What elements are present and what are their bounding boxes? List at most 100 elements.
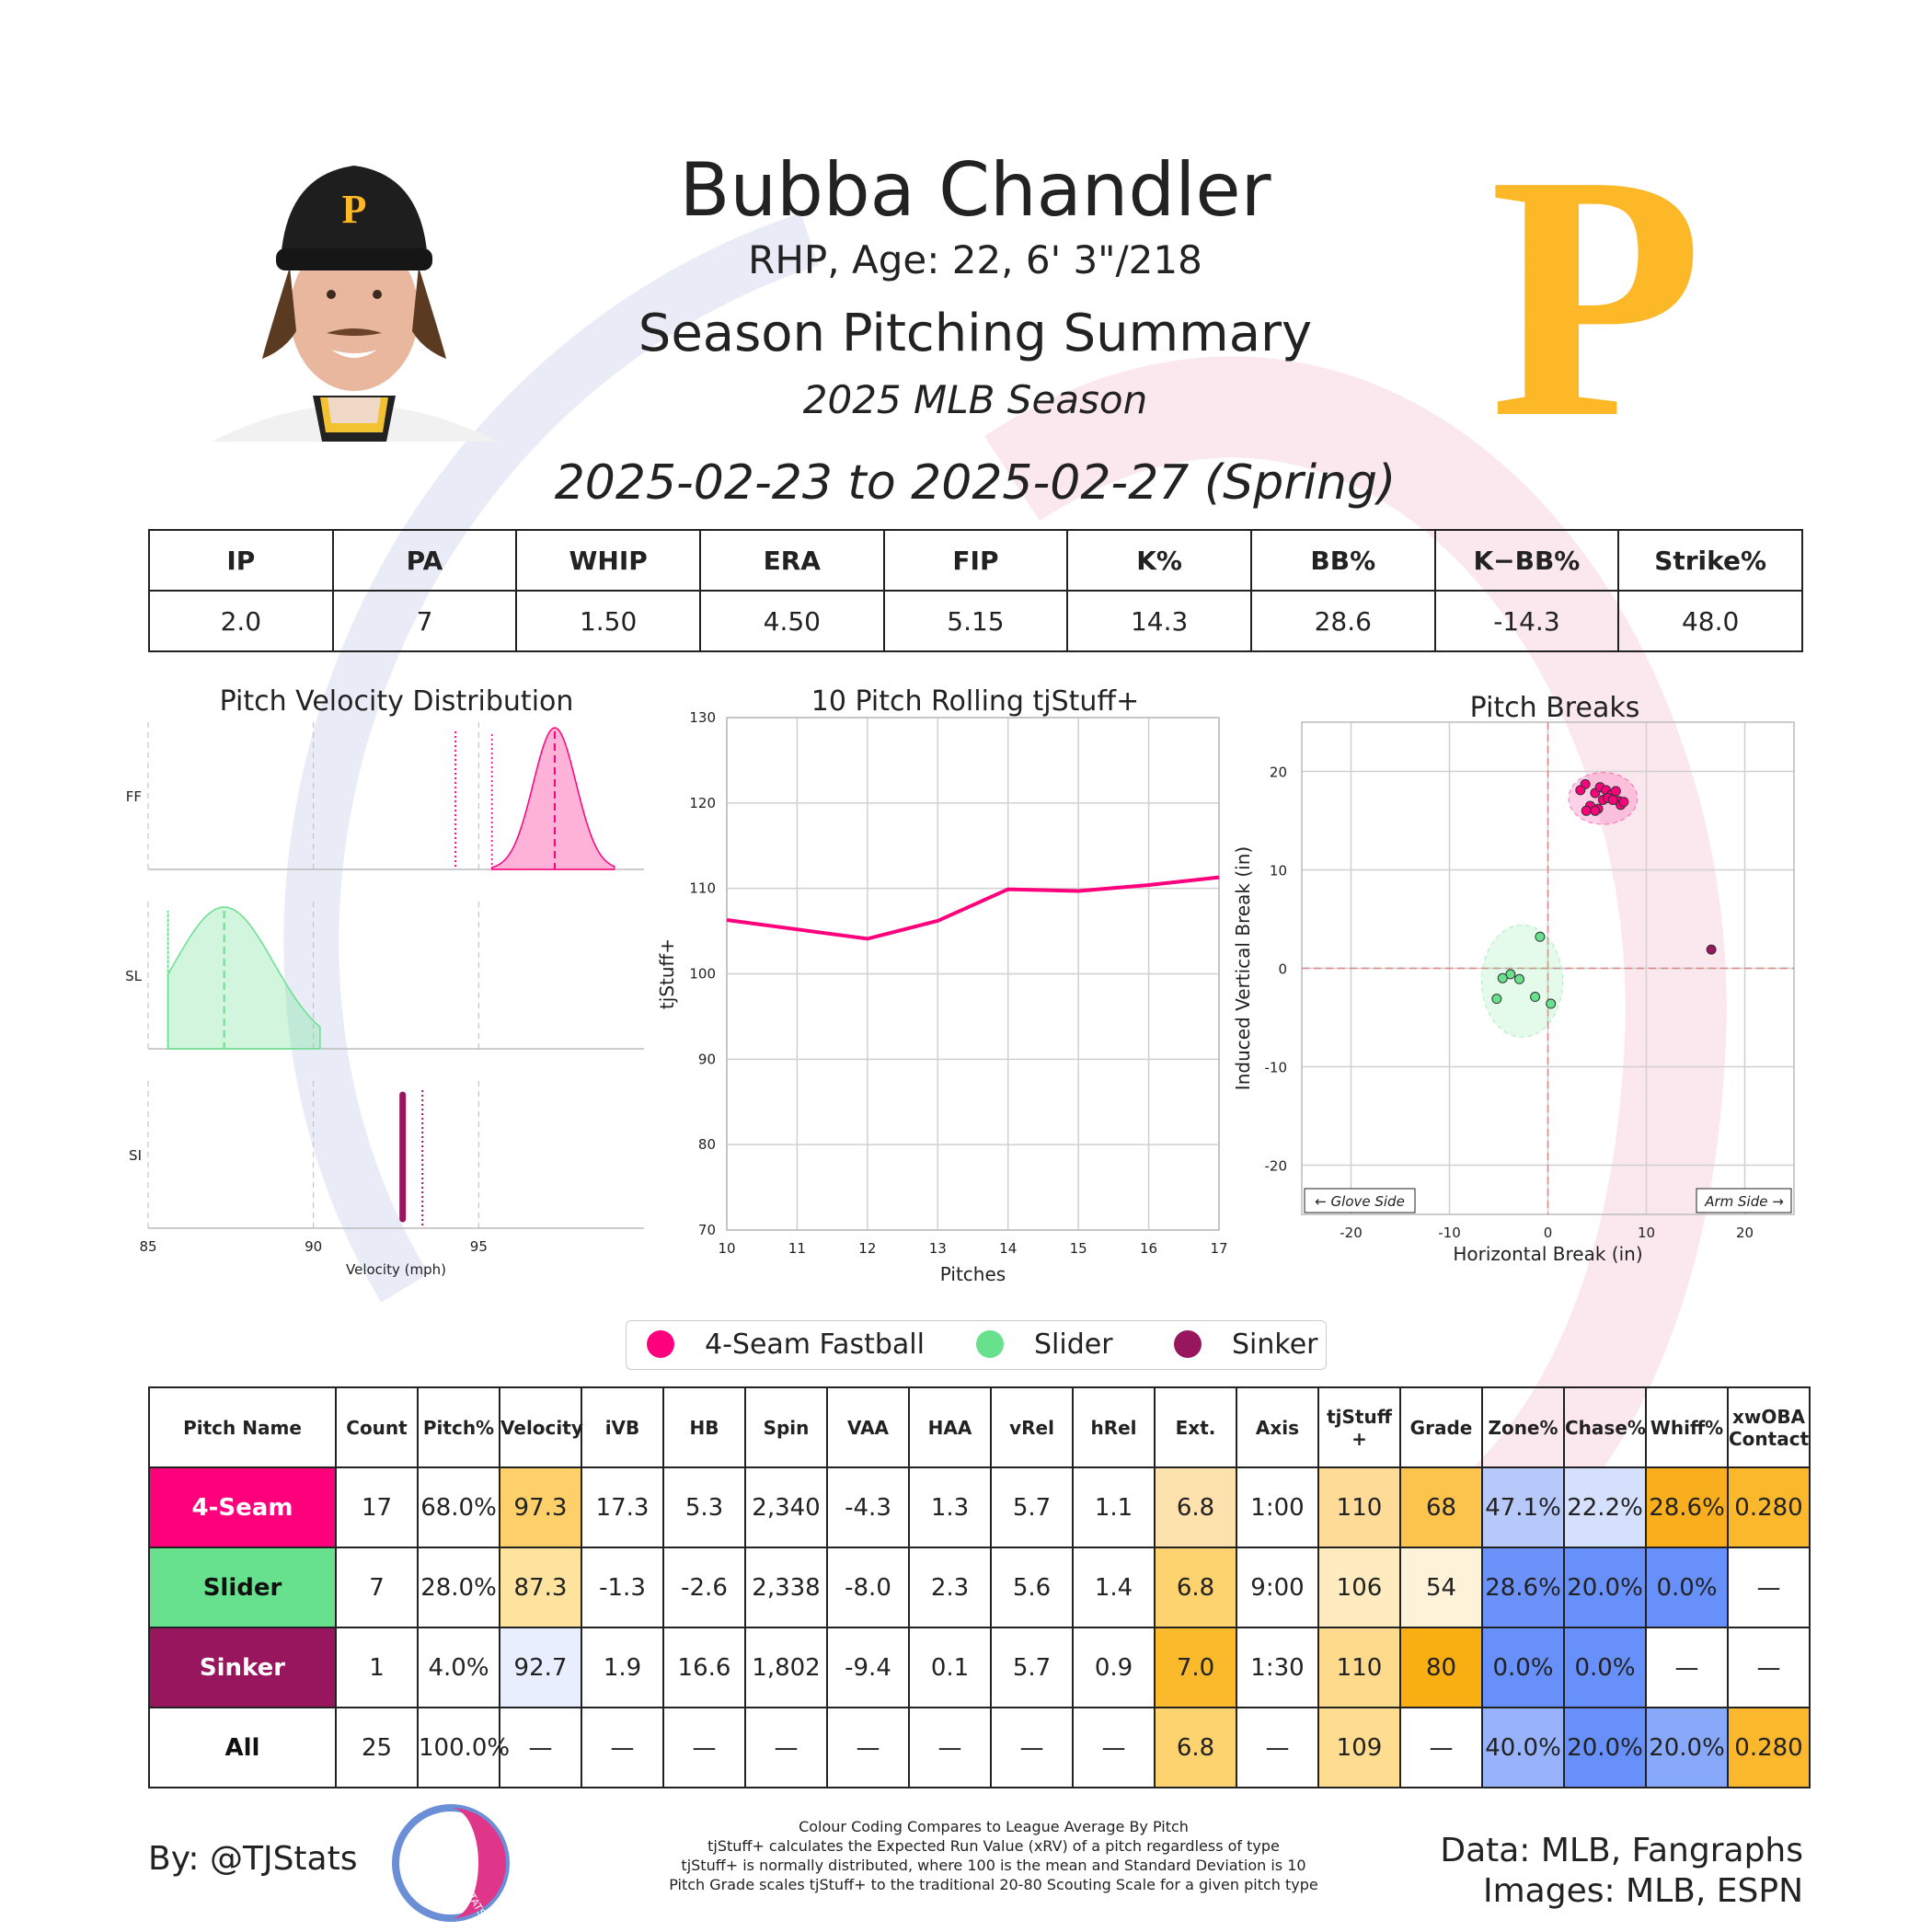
breaks-point-sl — [1530, 992, 1541, 1003]
pitch-table-header: Pitch% — [417, 1386, 500, 1468]
rolling-x-tick: 15 — [1070, 1240, 1087, 1257]
arm-side-box — [1696, 1188, 1792, 1213]
pitch-table-cell: -9.4 — [826, 1627, 910, 1708]
pitch-table-cell: 7.0 — [1154, 1627, 1237, 1708]
rolling-x-tick: 16 — [1140, 1240, 1157, 1257]
pitch-table-cell: 16.6 — [662, 1627, 746, 1708]
pitch-table-cell: 0.0% — [1563, 1627, 1647, 1708]
stat-value: 48.0 — [1617, 590, 1803, 652]
pitch-table-cell: 25 — [335, 1707, 419, 1788]
legend-sl-label: Slider — [1034, 1328, 1113, 1361]
pitch-table-cell: -4.3 — [826, 1466, 910, 1548]
breaks-x-tick: -20 — [1340, 1225, 1363, 1241]
pitch-table-cell: — — [908, 1707, 992, 1788]
pitch-metrics-table: Pitch Name Count Pitch% Velocity iVB HB Spin VA… — [148, 1386, 1811, 1788]
velocity-x-label: Velocity (mph) — [346, 1261, 446, 1278]
footer-credit: By: @TJStats — [148, 1840, 358, 1878]
breaks-x-tick: 20 — [1736, 1225, 1754, 1241]
pitch-table-cell: — — [581, 1707, 664, 1788]
pitch-table-cell: 40.0% — [1481, 1707, 1565, 1788]
rolling-line-series — [726, 875, 1220, 941]
rolling-x-tick: 17 — [1210, 1240, 1227, 1257]
legend-si-marker — [1174, 1330, 1202, 1358]
footer-notes: Colour Coding Compares to League Average… — [626, 1817, 1362, 1894]
pitch-table-row: All 25 100.0% — — — — — — — —6.8—109—40.0% 20.0% 20.… — [148, 1707, 1811, 1788]
rolling-frame — [726, 717, 1220, 1231]
stat-value: 7 — [331, 590, 518, 652]
pitch-table-cell: 47.1% — [1481, 1466, 1565, 1548]
pitch-table-cell: 20.0% — [1645, 1707, 1729, 1788]
pitch-table-cell: 1:00 — [1236, 1466, 1319, 1548]
velocity-row-label: FF — [126, 788, 142, 805]
glove-side-box — [1304, 1188, 1416, 1213]
pitch-table-header: Pitch Name — [148, 1386, 337, 1468]
breaks-point-si — [1706, 944, 1717, 955]
breaks-y-tick: 0 — [1278, 961, 1287, 978]
pitch-table-cell: 17.3 — [581, 1466, 664, 1548]
pitch-table-header: Axis — [1236, 1386, 1319, 1468]
pitch-table-cell: 1.1 — [1072, 1466, 1156, 1548]
stat-header: WHIP — [515, 529, 701, 592]
pitch-table-cell: 4.0% — [417, 1627, 500, 1708]
breaks-y-tick: -10 — [1265, 1060, 1288, 1076]
pitch-table-header: VAA — [826, 1386, 910, 1468]
pitch-table-cell: 22.2% — [1563, 1466, 1647, 1548]
pitch-table-cell: 1:30 — [1236, 1627, 1319, 1708]
pitch-table-cell: 106 — [1317, 1547, 1401, 1628]
breaks-point-ff — [1590, 805, 1601, 816]
breaks-point-ff — [1581, 805, 1592, 816]
breaks-y-tick: -20 — [1265, 1158, 1288, 1175]
pitch-table-cell: 17 — [335, 1466, 419, 1548]
pitch-table-header: Count — [335, 1386, 419, 1468]
rolling-y-tick: 110 — [689, 880, 716, 897]
pitch-table-cell: 7 — [335, 1547, 419, 1628]
velocity-density-sl — [167, 906, 321, 1050]
team-logo-letter: P — [1489, 138, 1703, 442]
pitch-breaks-chart: -20 -10 0 10 20 20 10 0 -10 -20 ← Glove Side Arm Si… — [1232, 721, 1795, 1265]
pitch-table-cell: 87.3 — [499, 1547, 582, 1628]
breaks-point-sl — [1513, 973, 1524, 984]
rolling-y-tick: 90 — [698, 1051, 716, 1067]
stat-header: IP — [148, 529, 334, 592]
pitch-table-cell: -1.3 — [581, 1547, 664, 1628]
pitch-table-cell: 20.0% — [1563, 1707, 1647, 1788]
footer-sources: Data: MLB, Fangraphs Images: MLB, ESPN — [1362, 1831, 1803, 1912]
pitch-table-cell: — — [990, 1707, 1074, 1788]
pitch-table-cell: — — [1727, 1547, 1811, 1628]
pitch-table-cell: — — [1727, 1627, 1811, 1708]
rolling-y-tick: 80 — [698, 1136, 716, 1153]
pitch-table-cell: — — [1399, 1707, 1483, 1788]
pitch-table-cell: 68.0% — [417, 1466, 500, 1548]
pitch-table-header: vRel — [990, 1386, 1074, 1468]
legend-si-label: Sinker — [1232, 1328, 1318, 1361]
pitch-table-header: hRel — [1072, 1386, 1156, 1468]
pitch-table-cell: — — [744, 1707, 828, 1788]
pitch-table-header: Spin — [744, 1386, 828, 1468]
stat-value: 4.50 — [698, 590, 885, 652]
pitch-table-cell: 1.4 — [1072, 1547, 1156, 1628]
velocity-density-ff — [490, 727, 615, 870]
stat-header: FIP — [882, 529, 1069, 592]
tjstats-logo: STATS — [392, 1804, 510, 1922]
pitch-table-header: HB — [662, 1386, 746, 1468]
svg-text:P: P — [342, 187, 367, 232]
breaks-y-label: Induced Vertical Break (in) — [1232, 846, 1254, 1090]
stat-value: 2.0 — [148, 590, 334, 652]
pitch-table-cell: 0.0% — [1645, 1547, 1729, 1628]
velocity-row-label: SI — [129, 1147, 142, 1164]
velocity-chart-title: Pitch Velocity Distribution — [219, 685, 574, 718]
date-range: 2025-02-23 to 2025-02-27 (Spring) — [554, 455, 1397, 511]
rolling-y-tick: 130 — [689, 709, 716, 726]
pitch-table-header: xwOBA Contact — [1727, 1386, 1811, 1468]
velocity-row-label: SL — [125, 968, 143, 984]
pitch-name-cell: 4-Seam — [148, 1466, 337, 1548]
velocity-x-tick: 95 — [470, 1238, 488, 1255]
rolling-tjstuff-chart: 10 11 12 13 14 15 16 17 70 80 90 100 110 120 130 Pitche… — [656, 709, 1228, 1285]
pitch-table-header: iVB — [581, 1386, 664, 1468]
pitch-table-header: Chase% — [1563, 1386, 1647, 1468]
pitch-table-cell: 0.280 — [1727, 1707, 1811, 1788]
pitch-table-row: Slider 7 28.0% 87.3 -1.3 -2.6 2,338 -8.0 2.3 5.6 1… — [148, 1547, 1811, 1628]
pitch-table-cell: 5.3 — [662, 1466, 746, 1548]
pitch-name-cell: Slider — [148, 1547, 337, 1628]
rolling-y-tick: 70 — [698, 1222, 716, 1238]
